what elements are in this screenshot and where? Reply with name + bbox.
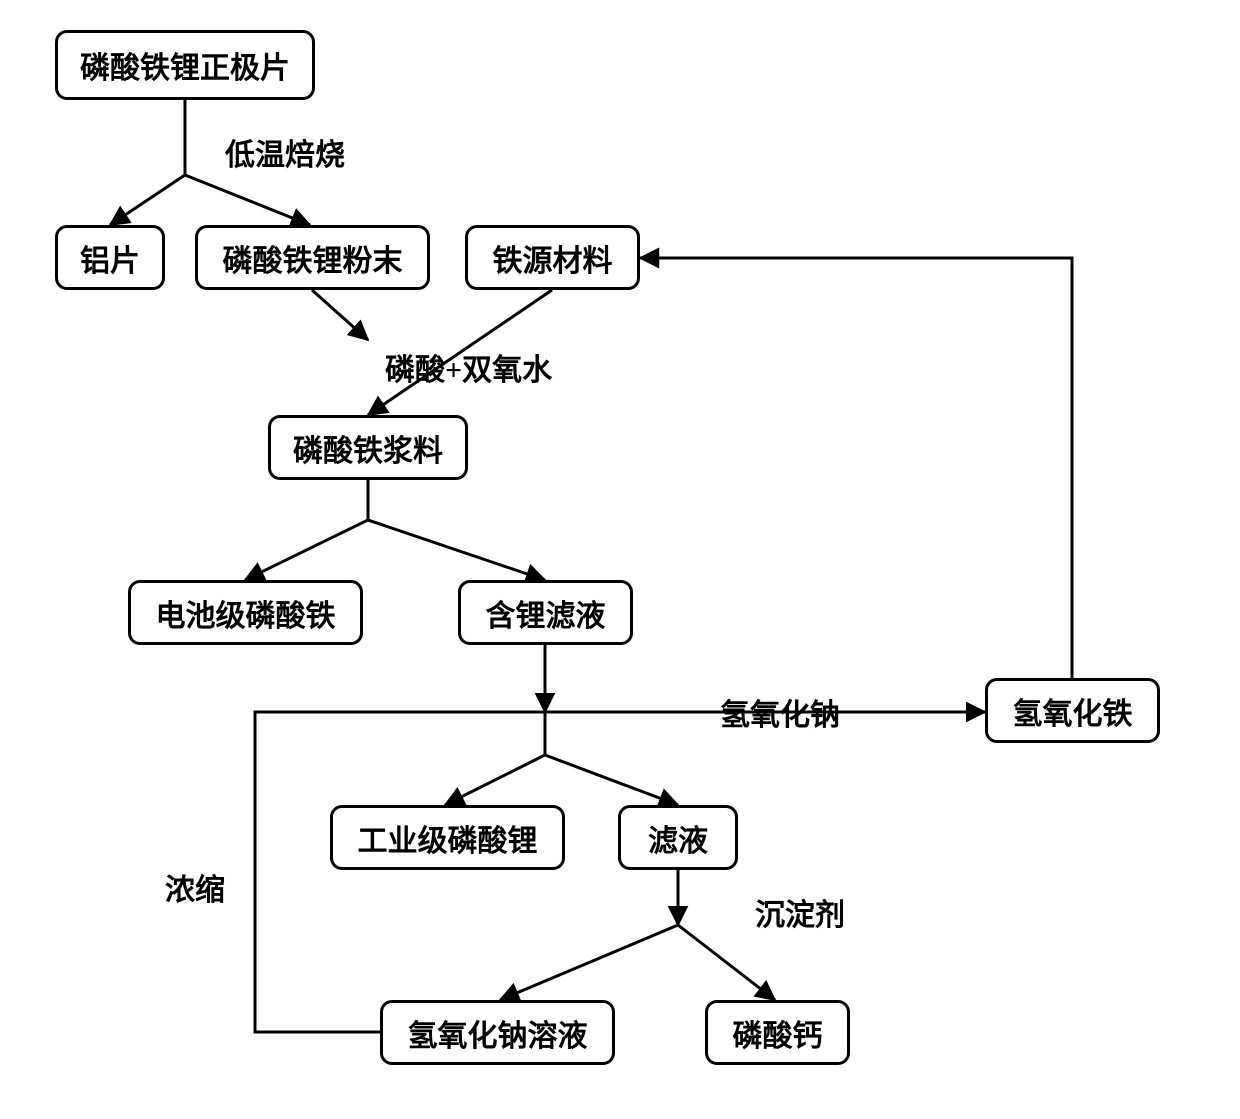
- edge-e3: [312, 290, 368, 340]
- edge-e6: [368, 480, 545, 580]
- node-naoh-solution: 氢氧化钠溶液: [380, 1000, 615, 1065]
- edge-e9: [545, 712, 678, 805]
- node-calcium-phosphate: 磷酸钙: [705, 1000, 850, 1065]
- node-li-filtrate: 含锂滤液: [458, 580, 633, 645]
- node-battery-grade-fepo4: 电池级磷酸铁: [128, 580, 363, 645]
- edge-e14: [640, 258, 1072, 678]
- edge-layer: [0, 0, 1240, 1119]
- label-h3po4-h2o2: 磷酸+双氧水: [385, 345, 552, 389]
- label-low-temp-calcination: 低温焙烧: [225, 130, 345, 174]
- node-lfp-cathode-sheet: 磷酸铁锂正极片: [55, 30, 315, 100]
- node-feoh3: 氢氧化铁: [985, 678, 1160, 743]
- node-filtrate-2: 滤液: [618, 805, 738, 870]
- edge-e5: [245, 480, 368, 580]
- node-iron-source: 铁源材料: [465, 225, 640, 290]
- node-fepo4-slurry: 磷酸铁浆料: [268, 415, 468, 480]
- label-precipitant: 沉淀剂: [755, 890, 845, 934]
- node-lfp-powder: 磷酸铁锂粉末: [195, 225, 430, 290]
- edge-e13: [255, 712, 545, 1032]
- edge-e11: [500, 925, 678, 1000]
- node-aluminum-sheet: 铝片: [55, 225, 165, 290]
- label-concentrate: 浓缩: [165, 865, 225, 909]
- edge-e8: [445, 712, 545, 805]
- label-naoh: 氢氧化钠: [720, 690, 840, 734]
- edge-e1: [110, 100, 185, 225]
- edge-e12: [678, 925, 775, 1000]
- node-industrial-li3po4: 工业级磷酸锂: [330, 805, 565, 870]
